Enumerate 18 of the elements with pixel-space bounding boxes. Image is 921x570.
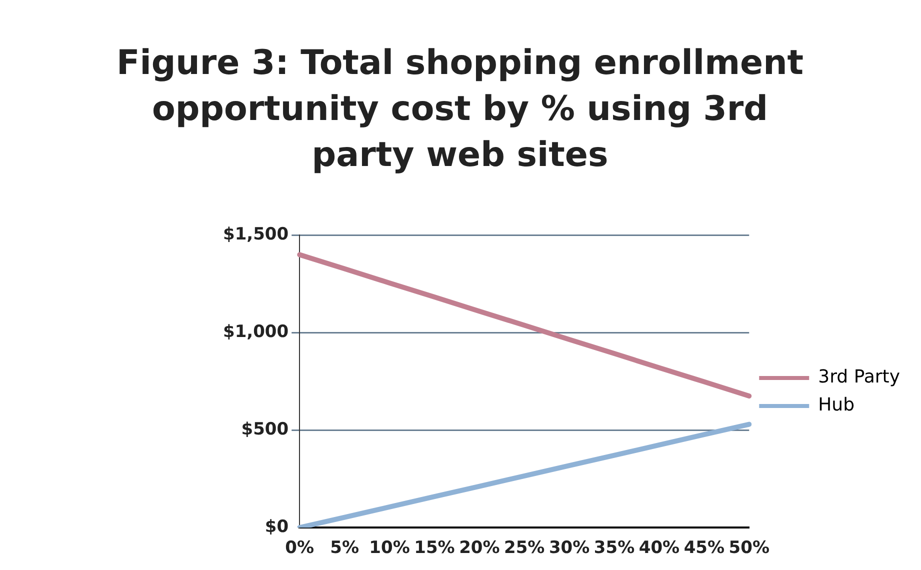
x-tick-label: 10% [369, 538, 410, 558]
y-tick-label: $1,500 [222, 224, 289, 245]
chart-title: Figure 3: Total shopping enrollment opportunity cost by % using 3rd party web sites [115, 42, 805, 177]
x-tick-label: 50% [728, 538, 770, 558]
x-tick-label: 15% [414, 538, 455, 558]
x-tick-label: 45% [684, 538, 725, 558]
y-tick-label: $0 [264, 517, 289, 538]
y-tick-label: $500 [241, 420, 289, 440]
y-tick-label: $1,000 [222, 322, 289, 342]
x-tick-label: 30% [548, 538, 590, 558]
legend-label: 3rd Party [818, 366, 900, 388]
x-tick-label: 25% [504, 538, 545, 558]
x-tick-label: 40% [638, 538, 680, 558]
x-tick-label: 35% [594, 538, 635, 558]
x-tick-label: 5% [330, 538, 359, 558]
legend-label: Hub [818, 394, 855, 416]
x-tick-label: 20% [459, 538, 500, 558]
x-tick-label: 0% [285, 538, 314, 558]
